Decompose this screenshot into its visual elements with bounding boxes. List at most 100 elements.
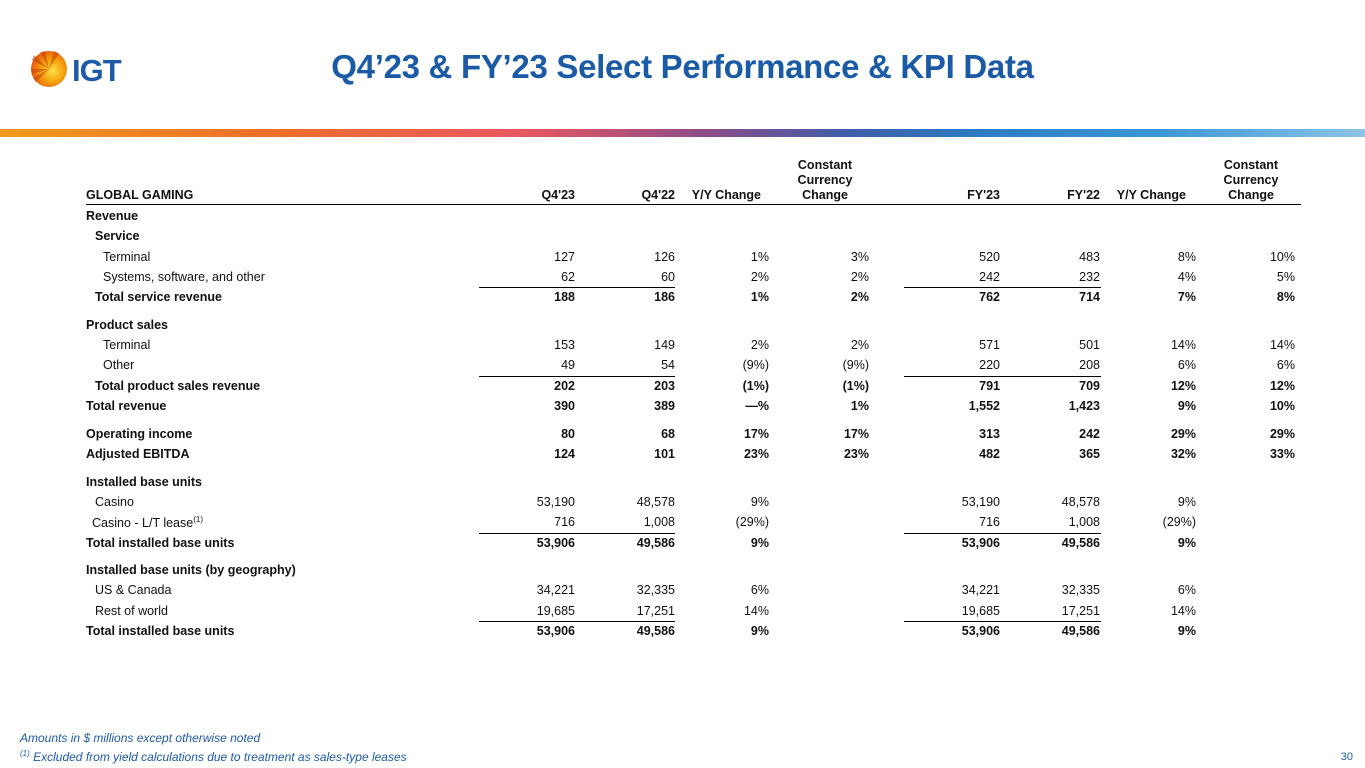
row-label-text: Product sales [86,318,168,332]
igt-logo: IGT [30,50,130,90]
table-cell: 17% [843,427,869,441]
row-label-text: Systems, software, and other [103,270,265,284]
table-cell: 202 [554,379,575,393]
table-cell: 29% [1170,427,1196,441]
table-cell: 29% [1269,427,1295,441]
table-cell: 49,586 [1061,536,1100,550]
table-cell: 49,586 [636,624,675,638]
table-cell: 10% [1269,250,1295,264]
header-cc-fy: Constant Currency Change [1201,158,1301,203]
table-cell: 60 [661,270,675,284]
footnotes: Amounts in $ millions except otherwise n… [20,731,407,765]
row-label: Rest of world [95,604,168,618]
table-cell: 2% [750,338,769,352]
row-label-text: Installed base units [86,475,203,489]
table-cell: 80 [561,427,575,441]
page-title: Q4’23 & FY’23 Select Performance & KPI D… [331,48,1034,85]
header-fy23: FY'23 [967,188,1000,202]
table-cell: 9% [750,536,769,550]
header-q422: Q4'22 [641,188,675,202]
table-cell: 520 [979,250,1000,264]
table-cell: 186 [654,290,675,304]
row-label-text: Total revenue [86,399,167,413]
page-number: 30 [1340,751,1353,763]
row-label: Operating income [86,427,192,441]
table-cell: 8% [1276,290,1295,304]
color-band-divider [0,129,1365,137]
table-cell: 1,423 [1068,399,1100,413]
header-q423: Q4'23 [541,188,575,202]
table-cell: 127 [554,250,575,264]
table-cell: 23% [843,447,869,461]
table-cell: 14% [743,604,769,618]
table-cell: 153 [554,338,575,352]
table-cell: 53,190 [536,495,575,509]
footnote-1: (1) Excluded from yield calculations due… [20,746,407,765]
subtotal-rule [904,621,1101,622]
table-cell: 32,335 [636,583,675,597]
row-label-text: Service [95,229,140,243]
table-cell: 1,552 [968,399,1000,413]
table-cell: 53,906 [961,624,1000,638]
row-label-text: Adjusted EBITDA [86,447,190,461]
row-label: Total revenue [86,399,166,413]
table-cell: 53,190 [961,495,1000,509]
table-cell: 483 [1079,250,1100,264]
table-cell: 208 [1079,358,1100,372]
table-cell: 68 [661,427,675,441]
table-cell: 19,685 [536,604,575,618]
table-cell: 126 [654,250,675,264]
table-cell: 1,008 [643,515,675,529]
table-cell: (9%) [742,358,769,372]
section-label: GLOBAL GAMING [86,188,194,202]
table-cell: 9% [750,495,769,509]
table-cell: (29%) [1162,515,1196,529]
row-label-text: Operating income [86,427,193,441]
row-label: Product sales [86,318,168,332]
table-cell: 2% [850,338,869,352]
row-label: Casino [95,495,134,509]
table-cell: 17% [743,427,769,441]
table-cell: 1% [750,290,769,304]
table-cell: 1% [850,399,869,413]
sunburst-icon [31,51,67,87]
row-label-text: Rest of world [95,604,168,618]
table-cell: 49 [561,358,575,372]
subtotal-rule [904,533,1101,534]
row-label-text: Total installed base units [86,536,235,550]
row-label: US & Canada [95,583,171,597]
table-cell: 32,335 [1061,583,1100,597]
table-cell: 2% [850,290,869,304]
table-cell: 791 [979,379,1000,393]
table-cell: 4% [1177,270,1196,284]
table-cell: 3% [850,250,869,264]
subtotal-rule [479,533,675,534]
row-label-text: Other [103,358,135,372]
row-label: Service [95,229,139,243]
row-label: Installed base units (by geography) [86,563,296,577]
table-cell: 49,586 [1061,624,1100,638]
row-label: Installed base units [86,475,202,489]
table-cell: 762 [979,290,1000,304]
table-cell: 188 [554,290,575,304]
subtotal-rule [904,287,1101,288]
table-cell: 32% [1170,447,1196,461]
row-label: Adjusted EBITDA [86,447,189,461]
subtotal-rule [479,621,675,622]
table-cell: 14% [1170,604,1196,618]
header-rule [86,204,1301,205]
header-cc-q: Constant Currency Change [775,158,875,203]
row-label: Terminal [103,250,150,264]
row-label: Total installed base units [86,536,234,550]
table-cell: 62 [561,270,575,284]
table-cell: 7% [1177,290,1196,304]
row-label-text: Total product sales revenue [95,379,261,393]
table-cell: 9% [750,624,769,638]
row-label-text: Total installed base units [86,624,235,638]
table-cell: 220 [979,358,1000,372]
subtotal-rule [479,287,675,288]
row-label: Total product sales revenue [95,379,260,393]
table-cell: 365 [1079,447,1100,461]
table-cell: 313 [979,427,1000,441]
